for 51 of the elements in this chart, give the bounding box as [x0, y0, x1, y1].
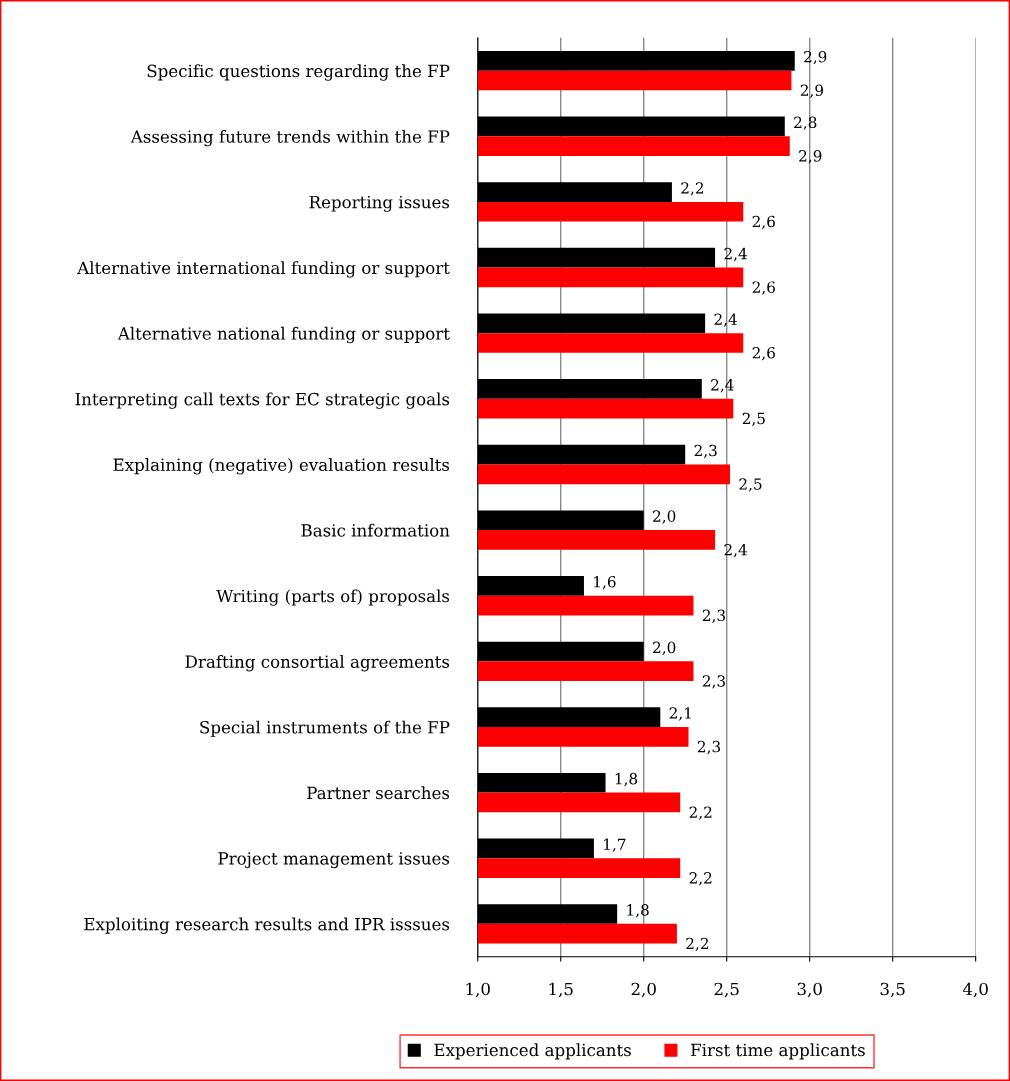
legend-label: Experienced applicants [434, 1043, 631, 1060]
y-tick-label: Writing (parts of) proposals [216, 589, 450, 606]
y-tick-label: Alternative international funding or support [77, 261, 450, 278]
data-label: 2,2 [689, 806, 712, 820]
data-label: 2,2 [689, 872, 712, 886]
data-label: 2,4 [714, 313, 737, 327]
data-label: 2,3 [697, 740, 721, 755]
y-tick-label: Interpreting call texts for EC strategic goals [75, 392, 450, 409]
x-tick-label: 2,5 [714, 982, 739, 998]
y-tick-label: Assessing future trends within the FP [130, 129, 450, 147]
y-tick-label: Basic information [301, 523, 450, 537]
data-label: 2,3 [702, 675, 725, 689]
data-label: 2,5 [742, 412, 765, 427]
y-tick-label: Alternative national funding or support [117, 326, 450, 344]
legend-label: First time applicants [691, 1043, 865, 1060]
x-tick-label: 4,0 [962, 982, 988, 998]
data-label: 2,3 [702, 609, 725, 623]
data-label: 2,6 [752, 281, 775, 295]
y-tick-label: Project management issues [218, 852, 450, 869]
data-label: 2,2 [686, 937, 709, 952]
x-tick-label: 3,0 [797, 982, 822, 998]
y-tick-label: Reporting issues [309, 195, 450, 212]
y-tick-label: Drafting consortial agreements [185, 655, 450, 672]
data-label: 2,3 [694, 444, 717, 459]
x-tick-label: 1,5 [549, 982, 573, 998]
y-tick-label: Special instruments of the FP [200, 720, 450, 737]
y-tick-label: Specific questions regarding the FP [147, 64, 450, 81]
data-label: 1,6 [594, 575, 616, 590]
data-label: 1,8 [615, 772, 638, 787]
data-label: 2,6 [752, 347, 775, 361]
data-label: 2,9 [800, 84, 824, 98]
data-label: 2,4 [724, 247, 747, 262]
data-label: 2,5 [739, 478, 762, 492]
data-label: 2,6 [752, 215, 775, 230]
data-label: 2,4 [724, 543, 747, 558]
data-label: 2,9 [804, 50, 827, 65]
data-label: 1,7 [604, 838, 626, 852]
data-label: 2,9 [799, 150, 822, 164]
x-tick-label: 1,0 [466, 982, 490, 998]
data-label: 2,4 [711, 379, 734, 393]
data-label: 2,0 [653, 510, 676, 524]
data-label: 2,2 [681, 182, 704, 196]
data-label: 2,8 [794, 116, 817, 130]
x-tick-label: 2,0 [631, 982, 656, 998]
y-tick-label: Partner searches [307, 786, 450, 800]
y-tick-label: Explaining (negative) evaluation results [113, 458, 450, 475]
data-label: 1,8 [627, 904, 649, 918]
y-tick-label: Exploiting research results and IPR isssues [84, 917, 450, 934]
data-label: 2,1 [669, 707, 691, 721]
data-label: 2,0 [653, 641, 676, 656]
x-tick-label: 3,5 [880, 982, 905, 998]
